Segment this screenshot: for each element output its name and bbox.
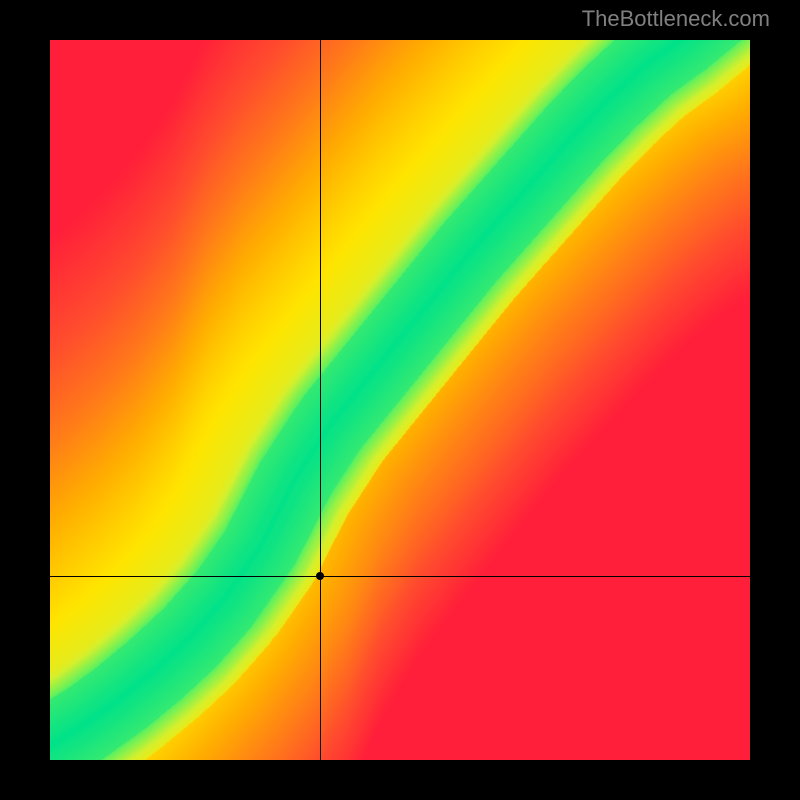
- plot-area: [50, 40, 750, 760]
- crosshair-horizontal: [50, 576, 750, 577]
- crosshair-marker: [316, 572, 324, 580]
- crosshair-vertical: [320, 40, 321, 760]
- chart-container: TheBottleneck.com: [0, 0, 800, 800]
- watermark-text: TheBottleneck.com: [582, 6, 770, 32]
- heatmap-canvas: [50, 40, 750, 760]
